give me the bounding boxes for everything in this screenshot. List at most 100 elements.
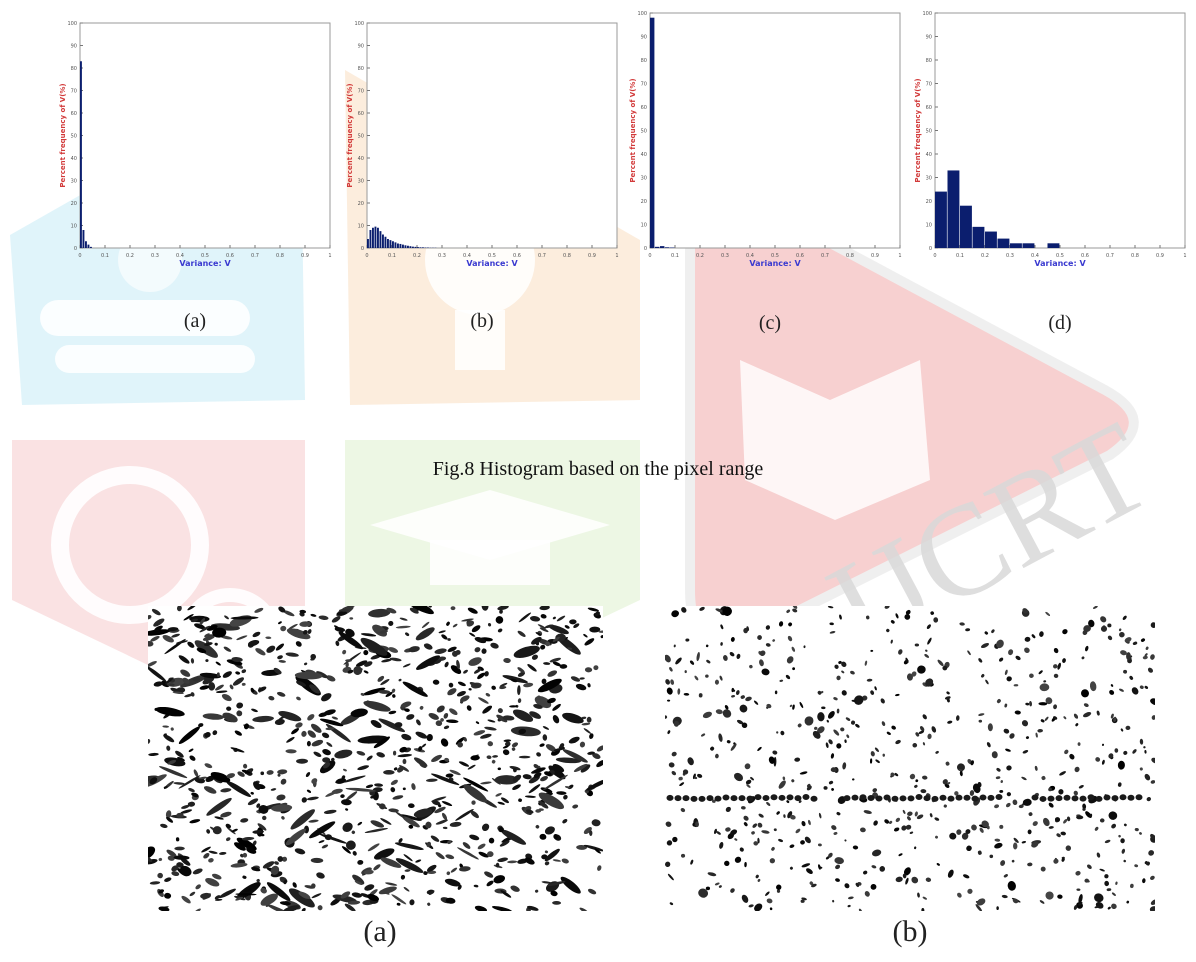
y-tick-label: 20 (358, 201, 364, 207)
speckle-blob (342, 649, 347, 655)
speckle-blob (256, 878, 260, 883)
speckle-blob (311, 723, 322, 733)
speckle-blob (1057, 894, 1063, 899)
speckle-blob (321, 844, 329, 849)
speckle-blob (260, 893, 278, 906)
speckle-blob (385, 691, 393, 697)
speckle-blob (457, 847, 479, 860)
speckle-blob (435, 819, 448, 825)
speckle-blob (423, 871, 428, 875)
speckle-blob (499, 840, 510, 847)
speckle-blob (444, 661, 449, 668)
histogram-bar (419, 247, 422, 248)
speckle-blob (903, 867, 911, 876)
speckle-blob (778, 839, 783, 843)
speckle-blob (984, 631, 989, 635)
speckle-blob (435, 720, 443, 727)
speckle-blob (996, 906, 999, 911)
speckle-blob (416, 719, 421, 726)
histogram-bar (402, 244, 404, 248)
speckle-blob (936, 863, 940, 866)
speckle-blob (180, 669, 191, 677)
speckle-blob (215, 661, 221, 666)
speckle-blob (395, 811, 405, 819)
speckle-blob (335, 778, 347, 784)
speckle-blob (922, 714, 927, 720)
speckle-blob (552, 715, 560, 724)
histogram-bar (374, 226, 377, 248)
speckle-blob (158, 857, 163, 862)
speckle-blob (888, 820, 893, 824)
speckle-blob (757, 837, 760, 844)
speckle-blob (929, 813, 933, 818)
speckle-row-dot (794, 795, 802, 802)
speckle-blob (199, 625, 211, 633)
speckle-blob (318, 840, 325, 844)
speckle-blob (969, 790, 975, 796)
speckle-blob (1012, 898, 1019, 904)
speckle-row-dot (738, 795, 746, 802)
speckle-blob (800, 840, 805, 845)
speckle-blob (1004, 669, 1008, 676)
histogram-a: 0 0.1 0.2 0.3 0.4 0.5 0.6 0.7 0.8 0.9 101020304050… (59, 21, 332, 268)
speckle-blob (446, 719, 459, 724)
speckle-blob (535, 632, 542, 636)
speckle-blob (994, 842, 1003, 849)
y-tick-label: 90 (926, 35, 932, 41)
speckle-blob (192, 868, 203, 875)
speckle-row-dot (714, 795, 722, 802)
speckle-blob (379, 803, 386, 810)
histogram-bar (660, 246, 665, 248)
speckle-blob (1008, 649, 1014, 656)
speckle-blob (195, 884, 201, 890)
speckle-blob (457, 681, 466, 687)
speckle-blob (917, 892, 920, 898)
speckle-blob (778, 621, 784, 627)
speckle-blob (331, 757, 335, 762)
speckle-blob (497, 606, 509, 611)
speckle-blob (256, 803, 261, 808)
speckle-blob (322, 762, 331, 769)
speckle-blob (495, 862, 500, 868)
speckle-blob (959, 770, 963, 777)
speckle-blob (158, 889, 165, 894)
speckle-blob (1148, 850, 1155, 856)
speckle-blob (922, 742, 926, 746)
speckle-blob (311, 893, 322, 899)
speckle-blob (193, 769, 199, 777)
speckle-blob (689, 660, 695, 665)
speckle-blob (1021, 776, 1027, 781)
speckle-blob (1064, 749, 1069, 755)
speckle-blob (1143, 746, 1146, 749)
speckle-blob (991, 751, 998, 759)
speckle-blob (438, 630, 446, 634)
speckle-blob (430, 835, 440, 842)
speckle-blob (178, 726, 200, 744)
speckle-blob (1048, 802, 1054, 808)
speckle-blob (277, 773, 281, 777)
speckle-blob (398, 678, 402, 682)
speckle-blob (226, 837, 231, 842)
speckle-blob (307, 730, 317, 738)
speckle-blob (836, 743, 842, 749)
speckle-blob (467, 764, 476, 770)
speckle-blob (304, 885, 315, 889)
speckle-blob (425, 778, 438, 782)
speckle-blob (863, 810, 872, 814)
speckle-blob (834, 857, 844, 865)
speckle-blob (496, 714, 508, 723)
speckle-blob (671, 610, 679, 618)
speckle-blob (831, 825, 837, 830)
speckle-blob (761, 668, 770, 676)
speckle-blob (697, 773, 703, 778)
speckle-blob (1113, 716, 1117, 722)
speckle-blob (164, 677, 174, 685)
speckle-blob (230, 747, 245, 753)
x-tick-label: 1 (615, 253, 618, 259)
speckle-blob (963, 874, 970, 879)
speckle-blob (431, 800, 441, 806)
speckle-blob (220, 788, 232, 793)
speckle-blob (1006, 676, 1012, 682)
speckle-blob (552, 616, 556, 620)
x-tick-label: 0.1 (388, 253, 396, 259)
